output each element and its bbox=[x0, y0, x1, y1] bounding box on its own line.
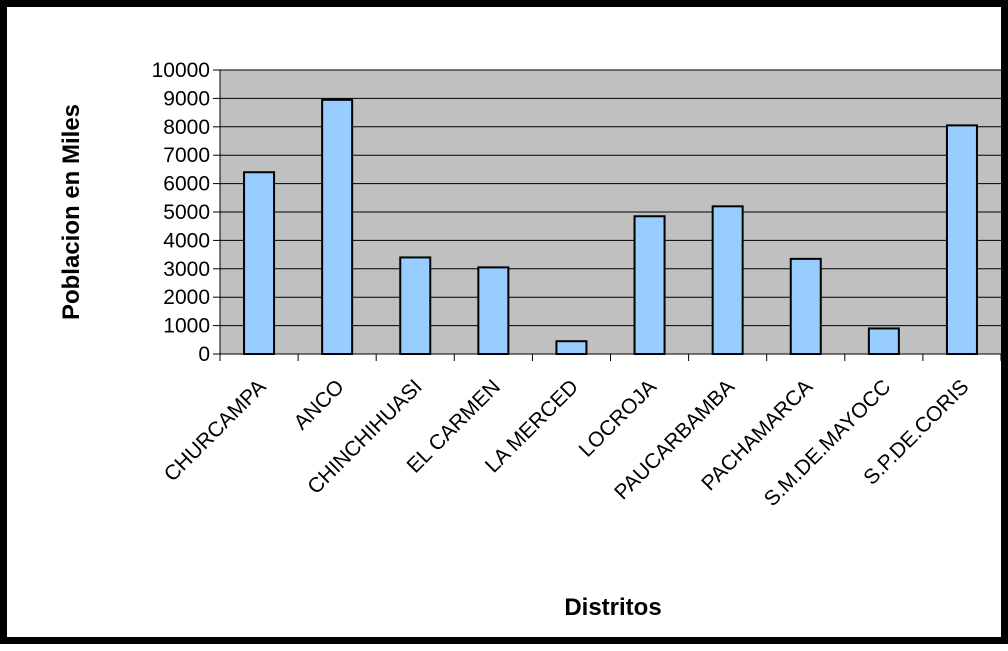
y-tick-label: 8000 bbox=[163, 116, 210, 139]
bar-el-carmen bbox=[477, 266, 510, 356]
y-tick-labels: 0 1000 2000 3000 4000 5000 6000 7000 8000 9000 100… bbox=[152, 59, 210, 366]
y-tick-label: 10000 bbox=[152, 59, 210, 82]
bar-chinchihuasi bbox=[399, 256, 432, 355]
bar-churcampa bbox=[243, 171, 276, 355]
x-axis-title: Distritos bbox=[564, 594, 661, 621]
y-tick-label: 5000 bbox=[163, 201, 210, 224]
bar-paucarbamba bbox=[711, 205, 744, 355]
y-tick-label: 6000 bbox=[163, 173, 210, 196]
y-tick-label: 1000 bbox=[163, 315, 210, 338]
y-tick-label: 3000 bbox=[163, 258, 210, 281]
population-bar-chart: 0 1000 2000 3000 4000 5000 6000 7000 8000 9000 100… bbox=[58, 59, 1002, 621]
x-tick-label: ANCO bbox=[290, 375, 349, 434]
bar-pachamarca bbox=[789, 257, 822, 355]
bar-la-merced bbox=[555, 340, 588, 356]
bar-s-p-de-coris bbox=[945, 124, 978, 355]
axes bbox=[213, 69, 1002, 361]
x-tick-label: CHURCAMPA bbox=[160, 375, 271, 486]
y-axis-title: Poblacion en Miles bbox=[58, 104, 85, 320]
bar-locroja bbox=[633, 215, 666, 355]
bars bbox=[243, 98, 978, 356]
bar-anco bbox=[321, 98, 354, 355]
y-tick-label: 4000 bbox=[163, 229, 210, 252]
y-tick-label: 7000 bbox=[163, 144, 210, 167]
y-tick-label: 2000 bbox=[163, 286, 210, 309]
y-tick-label: 9000 bbox=[163, 87, 210, 110]
bar-s-m-de-mayocc bbox=[867, 327, 900, 356]
y-tick-label: 0 bbox=[198, 343, 210, 366]
